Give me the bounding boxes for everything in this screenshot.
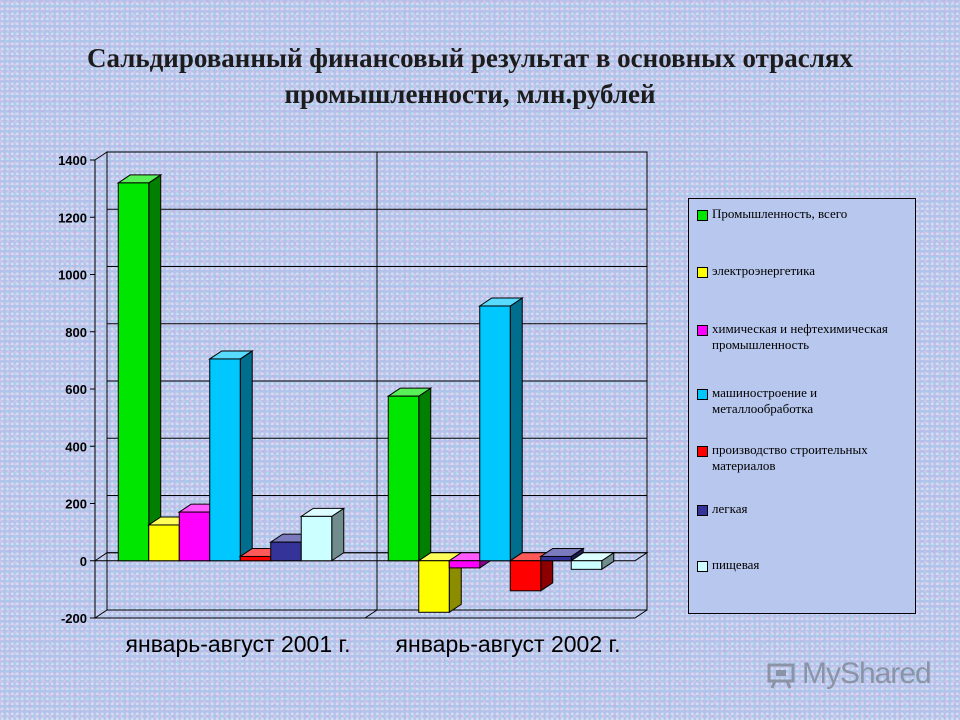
bar — [117, 182, 150, 562]
legend-item: пищевая — [697, 557, 911, 573]
bar — [209, 358, 241, 562]
category-divider-floor — [364, 609, 378, 619]
bar — [300, 515, 333, 562]
legend-swatch — [697, 325, 708, 336]
legend-label: Промышленность, всего — [712, 206, 848, 221]
legend-label: химическая и нефтехимическая промышленно… — [712, 321, 888, 352]
bar-side — [509, 297, 523, 562]
legend-item: производство строительных материалов — [697, 442, 911, 474]
y-tick-label: 800 — [65, 325, 87, 340]
plot-side-wall — [94, 151, 108, 619]
bar-side — [148, 173, 162, 562]
bar — [418, 560, 450, 613]
chart-legend: Промышленность, всего электроэнергетика хи… — [688, 198, 916, 614]
bar — [448, 560, 481, 569]
bar — [148, 524, 180, 562]
legend-swatch — [697, 389, 708, 400]
y-tick-label: 200 — [65, 497, 87, 512]
bar-side — [239, 350, 253, 562]
legend-swatch — [697, 210, 708, 221]
x-category-label: январь-август 2001 г. — [126, 631, 351, 657]
watermark: MyShared — [766, 652, 932, 696]
bar — [270, 541, 302, 562]
watermark-text: MyShared — [802, 657, 932, 690]
legend-label: легкая — [712, 501, 748, 516]
bar — [479, 305, 511, 562]
legend-swatch — [697, 446, 708, 457]
chart-title: Сальдированный финансовый результат в ос… — [86, 43, 853, 109]
legend-swatch — [697, 505, 708, 516]
y-tick-label: 1200 — [58, 210, 87, 225]
legend-item: легкая — [697, 501, 911, 517]
legend-item: химическая и нефтехимическая промышленно… — [697, 321, 911, 353]
bar — [178, 511, 211, 562]
y-tick-label: 1400 — [58, 153, 87, 168]
presentation-icon — [767, 663, 795, 689]
legend-item: Промышленность, всего — [697, 206, 911, 222]
legend-label: производство строительных материалов — [712, 442, 868, 473]
legend-item: электроэнергетика — [697, 263, 911, 279]
y-tick-label: -200 — [61, 611, 87, 626]
legend-item: машиностроение и металлообработка — [697, 385, 911, 417]
y-tick-label: 0 — [80, 554, 87, 569]
legend-label: электроэнергетика — [712, 263, 816, 278]
bar — [509, 560, 542, 592]
bar — [570, 560, 603, 570]
y-tick-label: 1000 — [58, 268, 87, 283]
legend-swatch — [697, 267, 708, 278]
bar — [387, 395, 420, 562]
bar — [540, 555, 572, 562]
floor-edge — [634, 609, 648, 619]
bar — [239, 555, 272, 562]
y-tick-label: 400 — [65, 439, 87, 454]
legend-label: пищевая — [712, 557, 760, 572]
legend-label: машиностроение и металлообработка — [712, 385, 818, 416]
bar-side — [418, 387, 432, 562]
x-category-label: январь-август 2002 г. — [396, 631, 621, 657]
legend-swatch — [697, 561, 708, 572]
bar-side — [331, 507, 345, 562]
y-tick-label: 600 — [65, 382, 87, 397]
